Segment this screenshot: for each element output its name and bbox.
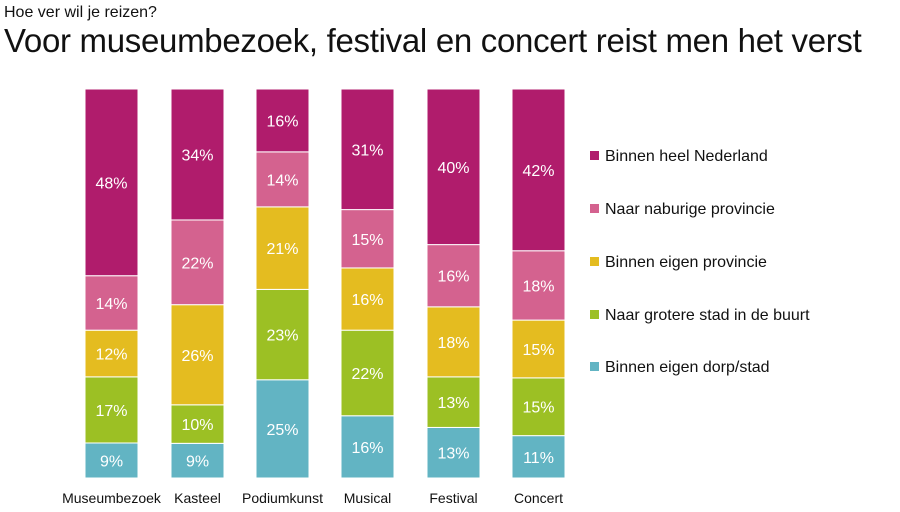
data-label: 42% (522, 163, 554, 180)
data-label: 17% (95, 403, 127, 420)
data-label: 16% (437, 269, 469, 286)
data-label: 16% (351, 292, 383, 309)
data-label: 18% (437, 335, 469, 352)
legend-swatch (590, 362, 599, 371)
data-label: 12% (95, 347, 127, 364)
category-label: Museumbezoek (62, 490, 162, 506)
legend-swatch (590, 151, 599, 160)
data-label: 11% (523, 450, 554, 467)
bar-segment (340, 415, 395, 479)
bar-segment (426, 244, 481, 308)
bar-segment (255, 88, 310, 153)
bar-segment (511, 250, 566, 321)
category-label: Musical (344, 490, 391, 506)
bar-segment (511, 319, 566, 379)
bar-segment (426, 426, 481, 479)
legend-swatch (590, 257, 599, 266)
data-label: 18% (522, 278, 554, 295)
bar-segment (511, 435, 566, 479)
bar-segment (255, 206, 310, 290)
legend-label: Binnen heel Nederland (605, 148, 768, 165)
bar-segment (340, 88, 395, 211)
data-label: 34% (181, 147, 213, 164)
data-label: 25% (266, 422, 298, 439)
data-label: 15% (522, 400, 554, 417)
bar-segment (170, 219, 225, 306)
bar-segment (84, 442, 139, 479)
data-label: 22% (181, 255, 213, 272)
bar-segment (426, 88, 481, 246)
legend-label: Naar grotere stad in de buurt (605, 307, 810, 324)
bar-segment (84, 88, 139, 277)
legend-swatch (590, 204, 599, 213)
data-label: 15% (522, 342, 554, 359)
bar-segment (170, 88, 225, 221)
data-label: 9% (100, 453, 123, 470)
bar-segment (340, 267, 395, 331)
legend-swatch (590, 310, 599, 319)
bar-segment (511, 377, 566, 437)
data-label: 16% (266, 113, 298, 130)
data-label: 13% (437, 395, 469, 412)
legend-label: Binnen eigen dorp/stad (605, 359, 770, 376)
data-label: 10% (181, 417, 213, 434)
data-label: 13% (437, 446, 469, 463)
data-label: 48% (95, 175, 127, 192)
chart-subtitle: Hoe ver wil je reizen? (4, 4, 157, 21)
bar-segment (170, 404, 225, 444)
category-label: Concert (514, 490, 563, 506)
bar-segment (340, 209, 395, 269)
bar-segment (426, 306, 481, 378)
legend-label: Binnen eigen provincie (605, 254, 767, 271)
data-label: 40% (437, 160, 469, 177)
data-label: 9% (186, 454, 209, 471)
data-label: 16% (351, 440, 383, 457)
data-label: 21% (266, 241, 298, 258)
category-label: Festival (429, 490, 477, 506)
data-label: 22% (351, 366, 383, 383)
bar-segment (255, 379, 310, 479)
bar-segment (511, 88, 566, 252)
data-label: 23% (266, 328, 298, 345)
category-label: Kasteel (174, 490, 221, 506)
data-label: 14% (266, 172, 298, 189)
data-label: 26% (181, 348, 213, 365)
data-label: 14% (95, 296, 127, 313)
data-label: 31% (351, 142, 383, 159)
legend-label: Naar naburige provincie (605, 201, 775, 218)
bar-segment (340, 329, 395, 417)
bar-segment (84, 329, 139, 378)
data-label: 15% (351, 232, 383, 249)
chart-title: Voor museumbezoek, festival en concert r… (4, 22, 862, 59)
bar-segment (84, 376, 139, 444)
bar-segment (426, 376, 481, 428)
category-label: Podiumkunst (242, 490, 323, 506)
